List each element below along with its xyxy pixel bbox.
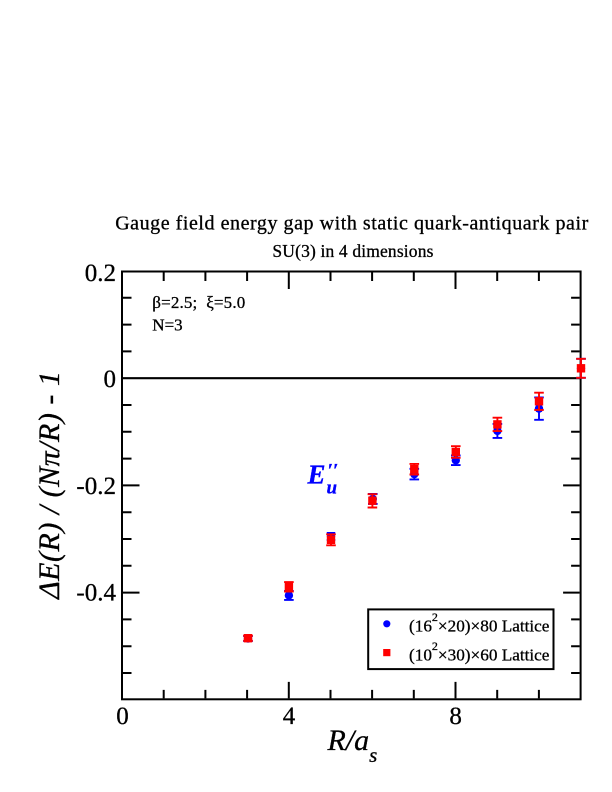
svg-text:0: 0 (116, 703, 129, 730)
svg-text:0.2: 0.2 (85, 260, 116, 287)
svg-text:8: 8 (449, 703, 462, 730)
svg-text:β=2.5; ξ=5.0: β=2.5; ξ=5.0 (152, 293, 245, 312)
svg-text:u: u (327, 478, 338, 499)
svg-text:ΔE(R) / (Nπ/R) - 1: ΔE(R) / (Nπ/R) - 1 (33, 371, 66, 600)
svg-text:SU(3) in 4 dimensions: SU(3) in 4 dimensions (272, 241, 433, 261)
svg-text:′′: ′′ (328, 461, 339, 482)
svg-text:4: 4 (283, 703, 296, 730)
svg-text:-0.2: -0.2 (76, 473, 116, 500)
svg-text:Gauge field energy gap with st: Gauge field energy gap with static quark… (115, 213, 589, 235)
svg-text:N=3: N=3 (152, 316, 182, 335)
svg-text:R/as: R/as (327, 724, 378, 767)
svg-text:0: 0 (104, 366, 117, 393)
svg-text:-0.4: -0.4 (76, 579, 116, 606)
svg-text:E: E (307, 460, 326, 490)
